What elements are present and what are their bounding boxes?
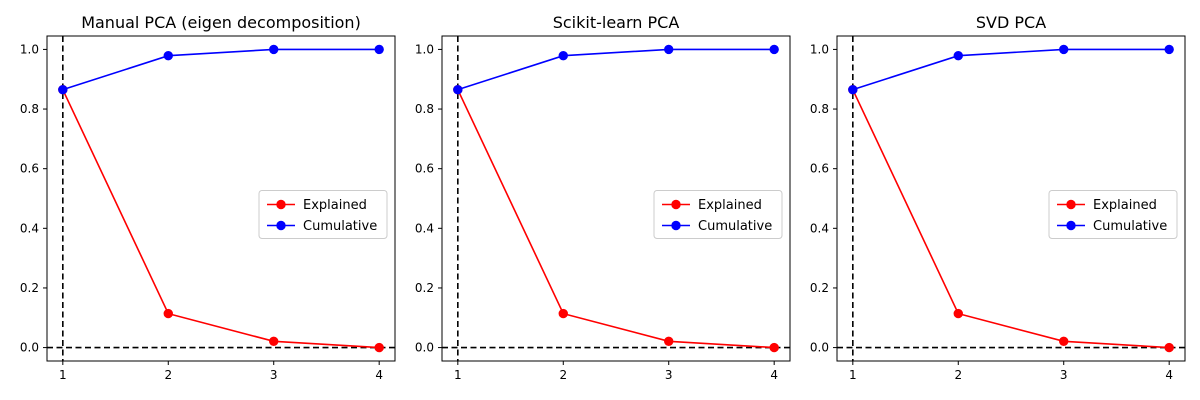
subplot-3-x-tick-label: 3 [1060, 368, 1068, 382]
subplot-2-x-tick-label: 2 [559, 368, 567, 382]
subplot-1-cumulative-point [374, 44, 384, 55]
subplot-3-cumulative-point [953, 50, 963, 61]
subplot-1-x-tick-label: 2 [164, 368, 172, 382]
subplot-3-y-tick-label: 1.0 [810, 42, 829, 56]
subplot-3-cumulative-point [1059, 44, 1069, 55]
subplot-3-cumulative-point [1164, 44, 1174, 55]
subplot-1-legend-label-explained: Explained [303, 198, 367, 213]
subplot-2-cumulative-point [453, 84, 463, 95]
subplot-2-x-tick-label: 3 [665, 368, 673, 382]
subplot-1-x-tick-label: 4 [375, 368, 383, 382]
subplot-1-axes-frame [46, 35, 396, 362]
subplot-2-explained-point [664, 336, 674, 347]
subplot-2-explained-line [457, 89, 775, 349]
subplot-2-explained-point [769, 342, 779, 353]
subplot-1-cumulative-point [163, 50, 173, 61]
subplot-2-axes-frame [441, 35, 791, 362]
subplot-1-y-tick-label: 0.8 [20, 102, 39, 116]
subplot-2: Scikit-learn PCA 1 2 3 4 0.0 0.2 0.4 0.6 0.8 1.0 E… [415, 13, 791, 382]
subplot-3-y-tick-label: 0.4 [810, 221, 829, 235]
subplot-1-legend-box [258, 190, 388, 239]
subplot-1-cumulative-line [62, 48, 380, 91]
subplot-2-y-tick-label: 1.0 [415, 42, 434, 56]
subplot-3-cumulative-point [848, 84, 858, 95]
subplot-1-cumulative-point [269, 44, 279, 55]
subplot-1-x-tick-label: 3 [270, 368, 278, 382]
subplot-2-x-tick-label: 1 [454, 368, 462, 382]
subplot-3-legend-label-explained: Explained [1093, 198, 1157, 213]
subplot-1-x-tick-label: 1 [59, 368, 67, 382]
subplot-2-cumulative-line [457, 48, 775, 91]
subplot-3-cumulative-line [852, 48, 1170, 91]
subplot-1-legend-marker-explained [276, 199, 286, 210]
subplot-3-legend: Explained Cumulative [1048, 190, 1178, 239]
subplot-1-legend-marker-cumulative [276, 220, 286, 231]
subplot-2-y-tick-label: 0.4 [415, 221, 434, 235]
subplot-2-cumulative-point [664, 44, 674, 55]
subplot-1-explained-point [374, 342, 384, 353]
subplot-2-legend-marker-explained [671, 199, 681, 210]
subplot-2-legend-label-cumulative: Cumulative [698, 219, 772, 234]
subplot-1-title: Manual PCA (eigen decomposition) [81, 13, 361, 32]
subplot-3-y-tick-label: 0.8 [810, 102, 829, 116]
subplot-1-y-tick-label: 1.0 [20, 42, 39, 56]
subplot-3-explained-point [1059, 336, 1069, 347]
subplot-1-legend: Explained Cumulative [258, 190, 388, 239]
subplot-2-cumulative-point [558, 50, 568, 61]
subplot-2-title: Scikit-learn PCA [553, 13, 680, 32]
subplot-3-x-tick-label: 1 [849, 368, 857, 382]
subplot-2-legend: Explained Cumulative [653, 190, 783, 239]
subplot-3-x-tick-label: 4 [1165, 368, 1173, 382]
subplot-1-explained-point [269, 336, 279, 347]
subplot-2-y-tick-label: 0.6 [415, 162, 434, 176]
subplot-2-x-tick-label: 4 [770, 368, 778, 382]
subplot-2-legend-box [653, 190, 783, 239]
subplot-3-y-tick-label: 0.0 [810, 341, 829, 355]
subplot-1-y-tick-label: 0.2 [20, 281, 39, 295]
subplot-1-legend-label-cumulative: Cumulative [303, 219, 377, 234]
subplot-1-y-tick-label: 0.6 [20, 162, 39, 176]
subplot-3-explained-point [953, 308, 963, 319]
subplot-1-cumulative-point [58, 84, 68, 95]
subplot-1: Manual PCA (eigen decomposition) 1 2 3 4 0.0… [20, 13, 396, 382]
subplot-1-y-tick-label: 0.4 [20, 221, 39, 235]
subplot-2-legend-marker-cumulative [671, 220, 681, 231]
subplot-3-axes-frame [836, 35, 1186, 362]
subplot-1-explained-point [163, 308, 173, 319]
subplot-1-explained-line [62, 89, 380, 349]
subplot-2-y-tick-label: 0.8 [415, 102, 434, 116]
subplot-3-title: SVD PCA [976, 13, 1046, 32]
subplot-2-cumulative-point [769, 44, 779, 55]
subplot-2-legend-label-explained: Explained [698, 198, 762, 213]
subplot-3-legend-label-cumulative: Cumulative [1093, 219, 1167, 234]
subplot-3-explained-point [1164, 342, 1174, 353]
subplot-2-y-tick-label: 0.2 [415, 281, 434, 295]
subplot-1-y-tick-label: 0.0 [20, 341, 39, 355]
subplot-3-legend-box [1048, 190, 1178, 239]
subplot-3: SVD PCA 1 2 3 4 0.0 0.2 0.4 0.6 0.8 1.0 Explained C… [810, 13, 1186, 382]
subplot-3-legend-marker-explained [1066, 199, 1076, 210]
subplot-2-y-tick-label: 0.0 [415, 341, 434, 355]
subplot-3-x-tick-label: 2 [954, 368, 962, 382]
subplot-3-y-tick-label: 0.2 [810, 281, 829, 295]
subplot-2-explained-point [558, 308, 568, 319]
subplot-3-explained-line [852, 89, 1170, 349]
subplot-3-legend-marker-cumulative [1066, 220, 1076, 231]
subplot-3-y-tick-label: 0.6 [810, 162, 829, 176]
